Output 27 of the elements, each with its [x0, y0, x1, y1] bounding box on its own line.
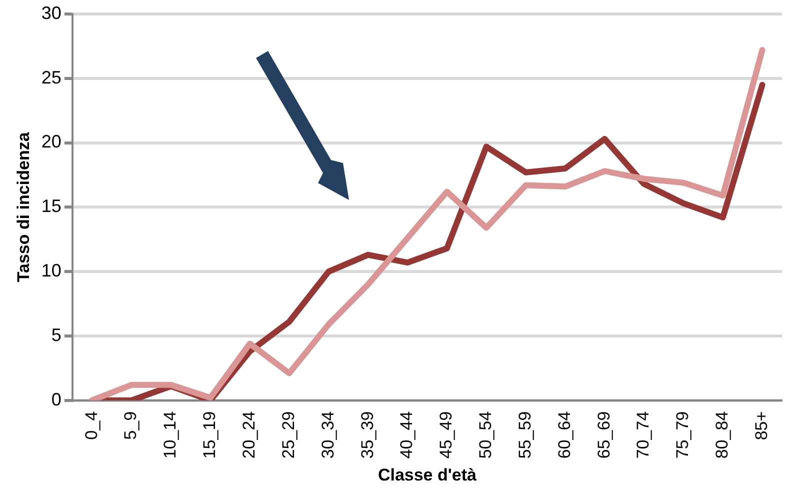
x-tick-label: 40_44	[397, 411, 416, 459]
x-tick-label: 20_24	[240, 411, 259, 459]
y-tick-label: 25	[41, 67, 62, 88]
y-tick-label: 20	[41, 132, 62, 152]
x-tick-label: 45_49	[436, 411, 456, 459]
x-tick-label: 70_74	[634, 411, 653, 459]
x-tick-label: 0_4	[82, 411, 101, 440]
x-tick-label: 60_64	[554, 411, 574, 459]
x-tick-label: 30_34	[318, 411, 338, 459]
x-tick-label: 15_19	[200, 411, 220, 459]
x-tick-label: 80_84	[712, 411, 732, 459]
y-tick-label: 30	[41, 2, 62, 23]
x-axis-title: Classe d'età	[378, 465, 478, 484]
y-tick-label: 5	[51, 324, 62, 345]
y-tick-label: 10	[41, 260, 62, 281]
x-tick-label: 35_39	[358, 411, 377, 459]
x-tick-label: 10_14	[160, 411, 180, 459]
x-tick-label: 85+	[752, 411, 771, 440]
y-axis-title: Tasso di incidenza	[14, 132, 33, 282]
x-tick-label: 65_69	[594, 411, 614, 459]
x-tick-label: 75_79	[673, 411, 692, 459]
y-tick-label: 15	[41, 196, 62, 216]
x-tick-label: 25_29	[278, 411, 298, 459]
x-tick-label: 5_9	[121, 411, 140, 440]
x-tick-label: 55_59	[515, 411, 534, 459]
x-tick-label: 50_54	[476, 411, 496, 459]
y-tick-label: 0	[51, 389, 62, 410]
